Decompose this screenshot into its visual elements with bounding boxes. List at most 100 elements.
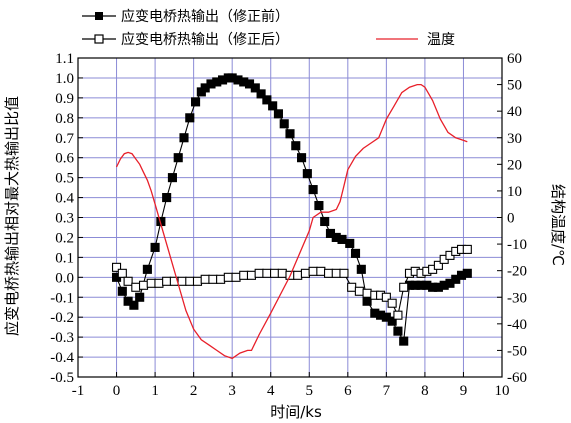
series-line-2 [115,83,468,360]
point-after-14 [216,274,226,284]
legend-marker-filled-square-icon [95,12,103,20]
point-after-38 [393,310,403,320]
point-after-21 [270,268,280,278]
x-tick-label: 9 [460,383,468,399]
y-right-axis-ticks: -60 -50 -40 -30 -20 -10 0 10 20 30 40 50 60 [497,51,527,386]
point-after-20 [262,268,272,278]
point-after-27 [316,266,326,276]
point-before-6 [150,242,160,252]
point-after-12 [200,274,210,284]
y-right-tick-label: -40 [507,317,527,333]
plot-frame [77,57,503,378]
y-left-tick-label: -0.4 [50,350,74,366]
point-after-29 [331,268,341,278]
point-after-1 [117,268,127,278]
y-left-axis-ticks: -0.5 -0.4 -0.3 -0.2 -0.1 0.0 0.1 0.2 0.3 0.4 0.5 0.… [50,51,83,386]
y-left-tick-label: 0.7 [55,131,74,147]
y-left-tick-label: -0.3 [50,330,74,346]
y-left-tick-label: 1.0 [55,71,74,87]
point-before-10 [173,153,183,163]
y-left-axis-title: 应变电桥热输出相对最大热输出比值 [3,96,21,336]
point-after-11 [192,276,203,286]
point-before-31 [291,141,301,151]
y-left-tick-label: 0.9 [55,91,74,107]
y-left-tick-label: 0.2 [55,230,74,246]
point-after-45 [433,260,443,270]
y-right-tick-label: 20 [507,157,522,173]
x-tick-label: -1 [72,383,85,399]
point-before-1 [117,286,127,296]
x-tick-label: 0 [113,383,121,399]
point-before-39 [337,234,347,244]
x-axis-title: 时间/ks [270,403,322,421]
point-before-32 [297,153,307,163]
point-before-5 [142,264,152,274]
point-after-32 [354,286,364,296]
legend-marker-open-square-icon [94,34,104,44]
x-tick-label: 2 [190,383,198,399]
point-before-30 [285,129,295,139]
point-before-40 [345,238,355,248]
point-before-34 [308,185,318,195]
point-before-11 [179,133,189,143]
point-after-28 [323,268,334,278]
y-left-tick-label: 0.6 [55,151,74,167]
y-left-tick-label: 0.0 [55,270,74,286]
y-right-tick-label: 0 [507,211,515,227]
point-before-48 [393,326,403,336]
y-right-tick-label: 30 [507,131,522,147]
x-axis-ticks: -1 0 1 2 3 4 5 6 7 8 9 10 [72,372,510,399]
point-before-9 [167,173,177,183]
point-after-18 [246,270,257,280]
point-before-42 [356,264,366,274]
y-right-tick-label: 10 [507,184,522,200]
y-right-tick-label: 40 [507,104,522,120]
x-tick-label: 4 [267,383,275,399]
point-after-31 [347,282,357,292]
x-tick-label: 7 [383,383,391,399]
point-before-4 [135,292,145,302]
point-after-13 [208,274,218,284]
point-before-26 [262,95,272,105]
point-after-24 [293,270,303,280]
y-right-tick-label: -20 [507,264,527,280]
point-after-2 [123,276,133,286]
point-after-0 [111,262,122,272]
point-after-33 [362,288,372,298]
point-after-7 [162,276,172,286]
point-after-26 [308,266,318,276]
y-right-tick-label: 50 [507,78,522,94]
point-before-60 [462,268,472,278]
point-after-37 [387,298,397,308]
point-after-30 [339,268,349,278]
point-before-35 [314,200,324,211]
legend: 应变电桥热输出（修正前） 应变电桥热输出（修正后） 温度 [82,8,455,48]
y-right-tick-label: 60 [507,51,522,67]
point-before-29 [279,119,289,129]
y-left-tick-label: -0.5 [50,370,74,386]
point-before-43 [362,296,372,306]
point-after-9 [177,276,187,286]
y-left-tick-label: 0.1 [55,250,74,266]
x-tick-label: 10 [495,383,510,399]
point-after-22 [277,268,287,278]
point-after-5 [146,278,156,288]
point-before-8 [162,193,172,203]
series-layer [111,73,472,360]
y-left-tick-label: -0.1 [50,290,74,306]
point-after-15 [223,272,233,282]
point-before-41 [350,248,361,258]
point-after-10 [185,276,195,286]
legend-label-series-before: 应变电桥热输出（修正前） [121,8,289,25]
point-before-25 [256,89,266,99]
y-left-tick-label: 0.4 [55,191,74,207]
legend-label-temperature: 温度 [427,32,455,48]
point-after-36 [381,292,391,302]
y-right-tick-label: -50 [507,343,527,359]
point-after-25 [300,268,310,278]
point-after-16 [231,272,241,282]
point-after-19 [254,268,264,278]
x-tick-label: 8 [421,383,429,399]
point-before-36 [320,216,330,227]
